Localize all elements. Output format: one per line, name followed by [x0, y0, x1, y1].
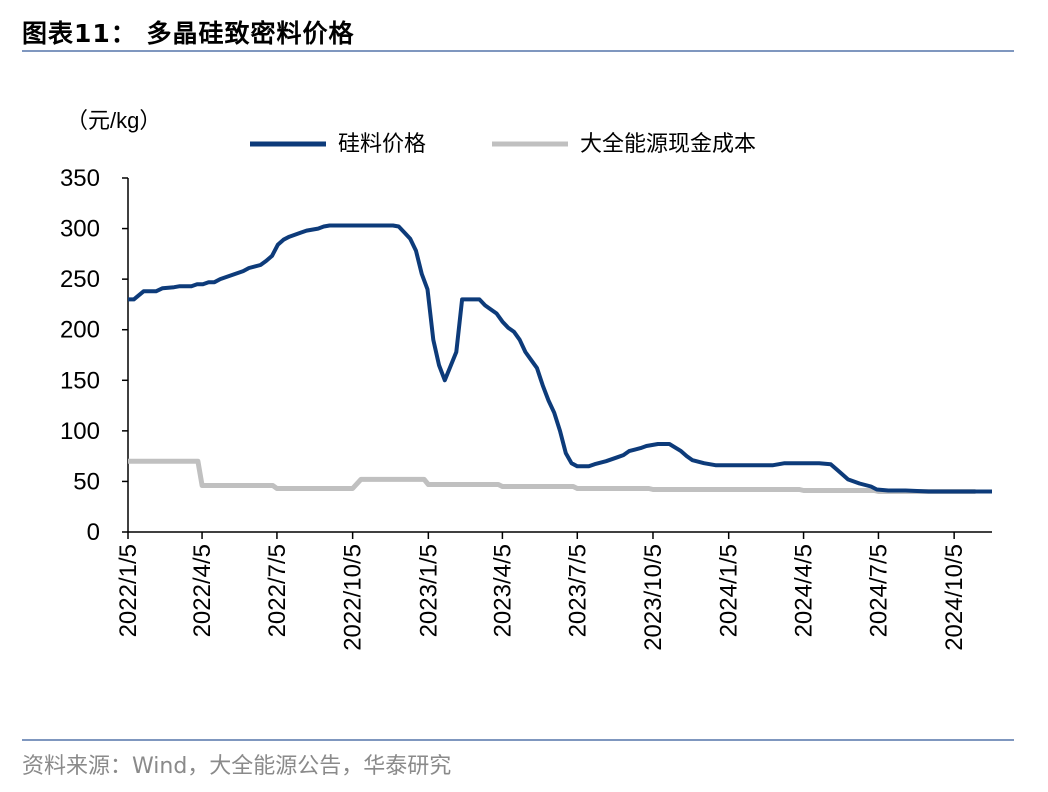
- series-line-cost: [128, 458, 976, 494]
- x-tick-label: 2024/7/5: [865, 544, 892, 637]
- x-tick-label: 2022/1/5: [115, 544, 142, 637]
- price-line-chart: （元/kg） 硅料价格 大全能源现金成本 0 50 100 150 200 250 300 3…: [60, 108, 992, 651]
- unit-label: （元/kg）: [66, 108, 161, 133]
- x-tick-label: 2022/10/5: [340, 544, 367, 651]
- x-tick-label: 2023/10/5: [640, 544, 667, 651]
- y-tick-label: 300: [60, 216, 100, 243]
- y-tick-label: 200: [60, 317, 100, 344]
- legend-label-cost: 大全能源现金成本: [580, 131, 756, 156]
- figure-title: 图表11： 多晶硅致密料价格: [22, 19, 355, 48]
- x-tick-label: 2023/7/5: [564, 544, 591, 637]
- x-tick-label: 2024/4/5: [791, 544, 818, 637]
- legend: 硅料价格 大全能源现金成本: [250, 131, 756, 156]
- source-note: 资料来源：Wind，大全能源公告，华泰研究: [22, 754, 452, 779]
- y-tick-label: 100: [60, 418, 100, 445]
- y-axis: 0 50 100 150 200 250 300 350: [60, 165, 129, 546]
- y-tick-label: 150: [60, 367, 100, 394]
- y-tick-label: 50: [73, 468, 100, 495]
- legend-label-price: 硅料价格: [338, 131, 426, 156]
- x-tick-label: 2023/4/5: [489, 544, 516, 637]
- footer-rule: [22, 739, 1014, 741]
- y-tick-label: 0: [87, 519, 100, 546]
- series-line-price: [128, 223, 992, 494]
- x-tick-label: 2022/7/5: [264, 544, 291, 637]
- x-tick-label: 2023/1/5: [415, 544, 442, 637]
- x-tick-label: 2024/10/5: [941, 544, 968, 651]
- x-tick-label: 2024/1/5: [716, 544, 743, 637]
- x-axis: 2022/1/5 2022/4/5 2022/7/5 2022/10/5 2023/1/…: [115, 531, 992, 651]
- series-layer: [128, 223, 992, 494]
- x-tick-label: 2022/4/5: [189, 544, 216, 637]
- y-tick-label: 350: [60, 165, 100, 192]
- y-tick-label: 250: [60, 266, 100, 293]
- title-rule: [22, 50, 1014, 52]
